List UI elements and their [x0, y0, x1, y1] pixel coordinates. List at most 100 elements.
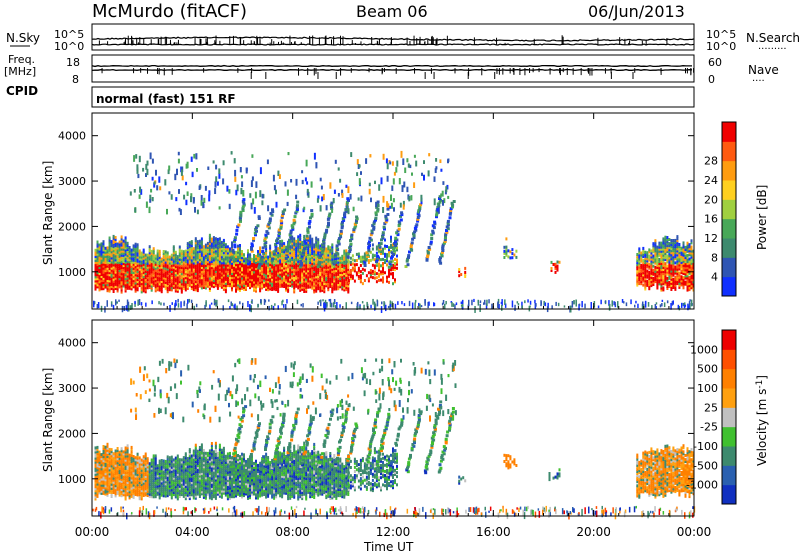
scatter-cell — [184, 288, 187, 292]
scatter-cell — [315, 246, 318, 250]
scatter-cell — [285, 278, 288, 282]
scatter-cell — [188, 243, 191, 247]
scatter-cell — [315, 289, 318, 293]
scatter-cell — [317, 270, 320, 274]
scatter-cell — [674, 253, 677, 257]
scatter-cell — [253, 288, 255, 292]
scatter-cell — [329, 250, 332, 254]
scatter-cell — [94, 475, 97, 478]
scatter-cell — [281, 262, 284, 266]
scatter-cell — [299, 278, 302, 282]
scatter-cell — [281, 241, 284, 245]
scatter-cell — [674, 247, 677, 251]
scatter-cell — [214, 276, 217, 279]
scatter-cell — [196, 262, 199, 266]
scatter-cell — [96, 248, 99, 252]
scatter-cell — [229, 274, 231, 277]
scatter-cell — [257, 250, 259, 253]
scatter-cell — [210, 268, 213, 272]
scatter-cell — [116, 285, 119, 289]
scatter-cell — [321, 256, 324, 260]
scatter-cell — [102, 475, 105, 479]
scatter-cell — [134, 259, 137, 262]
scatter-cell — [168, 165, 171, 171]
scatter-cell — [259, 283, 262, 287]
scatter-cell — [238, 218, 242, 221]
scatter-cell — [395, 231, 399, 235]
scatter-cell — [128, 278, 131, 282]
scatter-cell — [122, 249, 125, 253]
scatter-cell — [100, 277, 103, 281]
scatter-cell — [104, 464, 107, 467]
scatter-cell — [176, 281, 179, 285]
scatter-cell — [374, 216, 378, 220]
station-title: McMurdo (fitACF) — [92, 1, 247, 22]
scatter-cell — [212, 252, 215, 256]
scatter-cell — [674, 238, 677, 242]
scatter-cell — [114, 236, 117, 239]
scatter-cell — [309, 281, 312, 285]
scatter-cell — [267, 276, 270, 279]
scatter-cell — [271, 255, 274, 259]
scatter-cell — [664, 237, 667, 241]
nsearch-label: N.Search — [746, 31, 800, 45]
scatter-cell — [266, 231, 270, 235]
scatter-cell — [162, 250, 165, 253]
scatter-cell — [273, 273, 276, 277]
scatter-cell — [112, 255, 115, 259]
scatter-cell — [263, 244, 267, 248]
scatter-cell — [200, 241, 203, 245]
scatter-cell — [652, 283, 655, 286]
scatter-cell — [243, 277, 245, 281]
scatter-cell — [684, 268, 687, 272]
scatter-cell — [265, 285, 268, 289]
scatter-cell — [684, 264, 687, 268]
scatter-cell — [323, 273, 326, 277]
scatter-cell — [273, 271, 276, 275]
scatter-cell — [309, 269, 312, 273]
scatter-cell — [96, 283, 99, 287]
scatter-cell — [690, 278, 693, 282]
scatter-cell — [652, 244, 655, 248]
scatter-cell — [220, 269, 223, 273]
scatter-cell — [253, 278, 255, 282]
scatter-cell — [202, 273, 205, 277]
scatter-cell — [216, 266, 219, 270]
scatter-cell — [192, 273, 195, 277]
scatter-cell — [271, 288, 274, 291]
scatter-cell — [144, 257, 147, 261]
scatter-cell — [432, 226, 436, 230]
scatter-cell — [283, 254, 286, 258]
scatter-cell — [106, 279, 109, 282]
scatter-cell — [202, 282, 205, 285]
scatter-cell — [202, 271, 205, 275]
scatter-cell — [664, 252, 667, 255]
scatter-cell — [249, 275, 251, 279]
scatter-cell — [339, 304, 341, 308]
scatter-cell — [328, 212, 332, 216]
scatter-cell — [184, 249, 187, 253]
scatter-cell — [337, 285, 340, 289]
scatter-cell — [331, 271, 334, 275]
scatter-cell — [303, 286, 306, 289]
scatter-cell — [438, 259, 442, 263]
scatter-cell — [550, 260, 553, 264]
scatter-cell — [190, 196, 192, 203]
scatter-cell — [102, 246, 105, 250]
scatter-cell — [222, 305, 224, 311]
scatter-cell — [214, 271, 217, 275]
scatter-cell — [132, 279, 135, 283]
scatter-cell — [378, 264, 380, 268]
scatter-cell — [281, 212, 285, 216]
scatter-cell — [226, 282, 229, 286]
scatter-cell — [333, 275, 336, 279]
scatter-cell — [184, 270, 187, 273]
scatter-cell — [664, 245, 667, 249]
scatter-cell — [287, 281, 290, 285]
scatter-cell — [330, 207, 334, 210]
scatter-cell — [112, 279, 115, 283]
scatter-cell — [100, 461, 103, 465]
scatter-cell — [656, 251, 659, 255]
scatter-cell — [682, 302, 685, 306]
scatter-cell — [650, 253, 653, 257]
